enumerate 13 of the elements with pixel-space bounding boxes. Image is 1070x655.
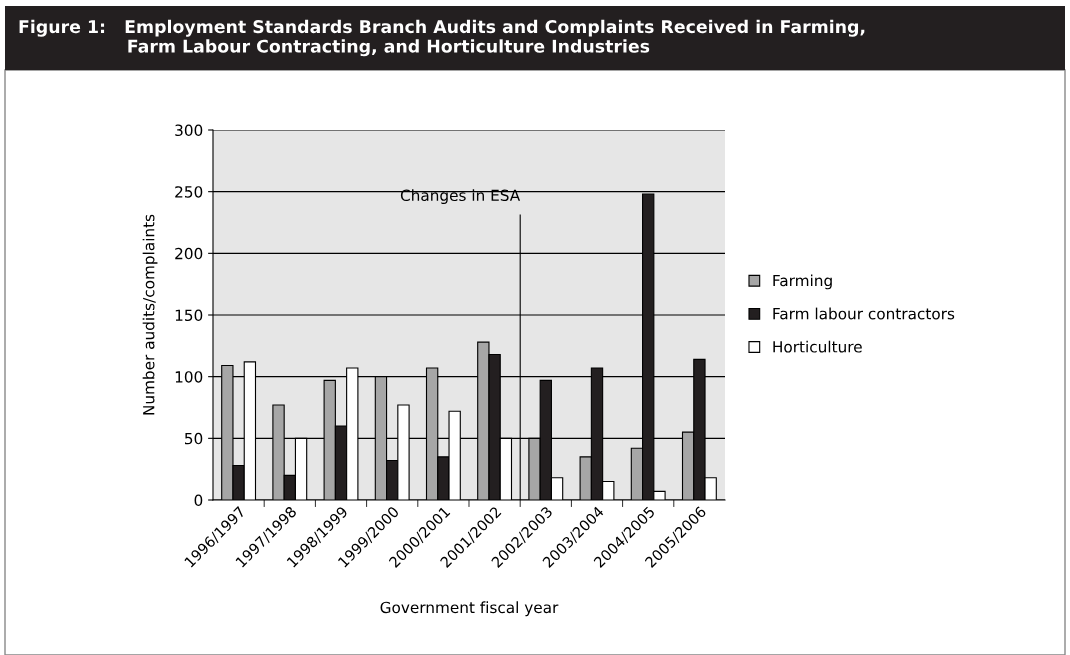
y-tick-label: 200 (175, 247, 203, 260)
y-tick-label: 0 (194, 494, 203, 507)
legend-label: Farming (773, 274, 832, 290)
y-tick-label: 250 (175, 186, 203, 198)
y-tick-label: 150 (175, 309, 203, 322)
chart-title: Figure 1: Employment Standards Branch Audits and Complaints Received in Farming, Farm Labour Contracting, and Horticulture Industries (19, 19, 865, 57)
legend-label: Horticulture (773, 340, 862, 353)
y-tick-label: 300 (175, 124, 203, 137)
y-tick-label: 100 (175, 371, 203, 383)
y-axis-title: Number audits/complaints (142, 214, 158, 415)
x-axis-title: Government fiscal year (380, 601, 559, 617)
legend-label: Farm labour contractors (773, 307, 955, 320)
y-tick-label: 50 (185, 432, 203, 445)
